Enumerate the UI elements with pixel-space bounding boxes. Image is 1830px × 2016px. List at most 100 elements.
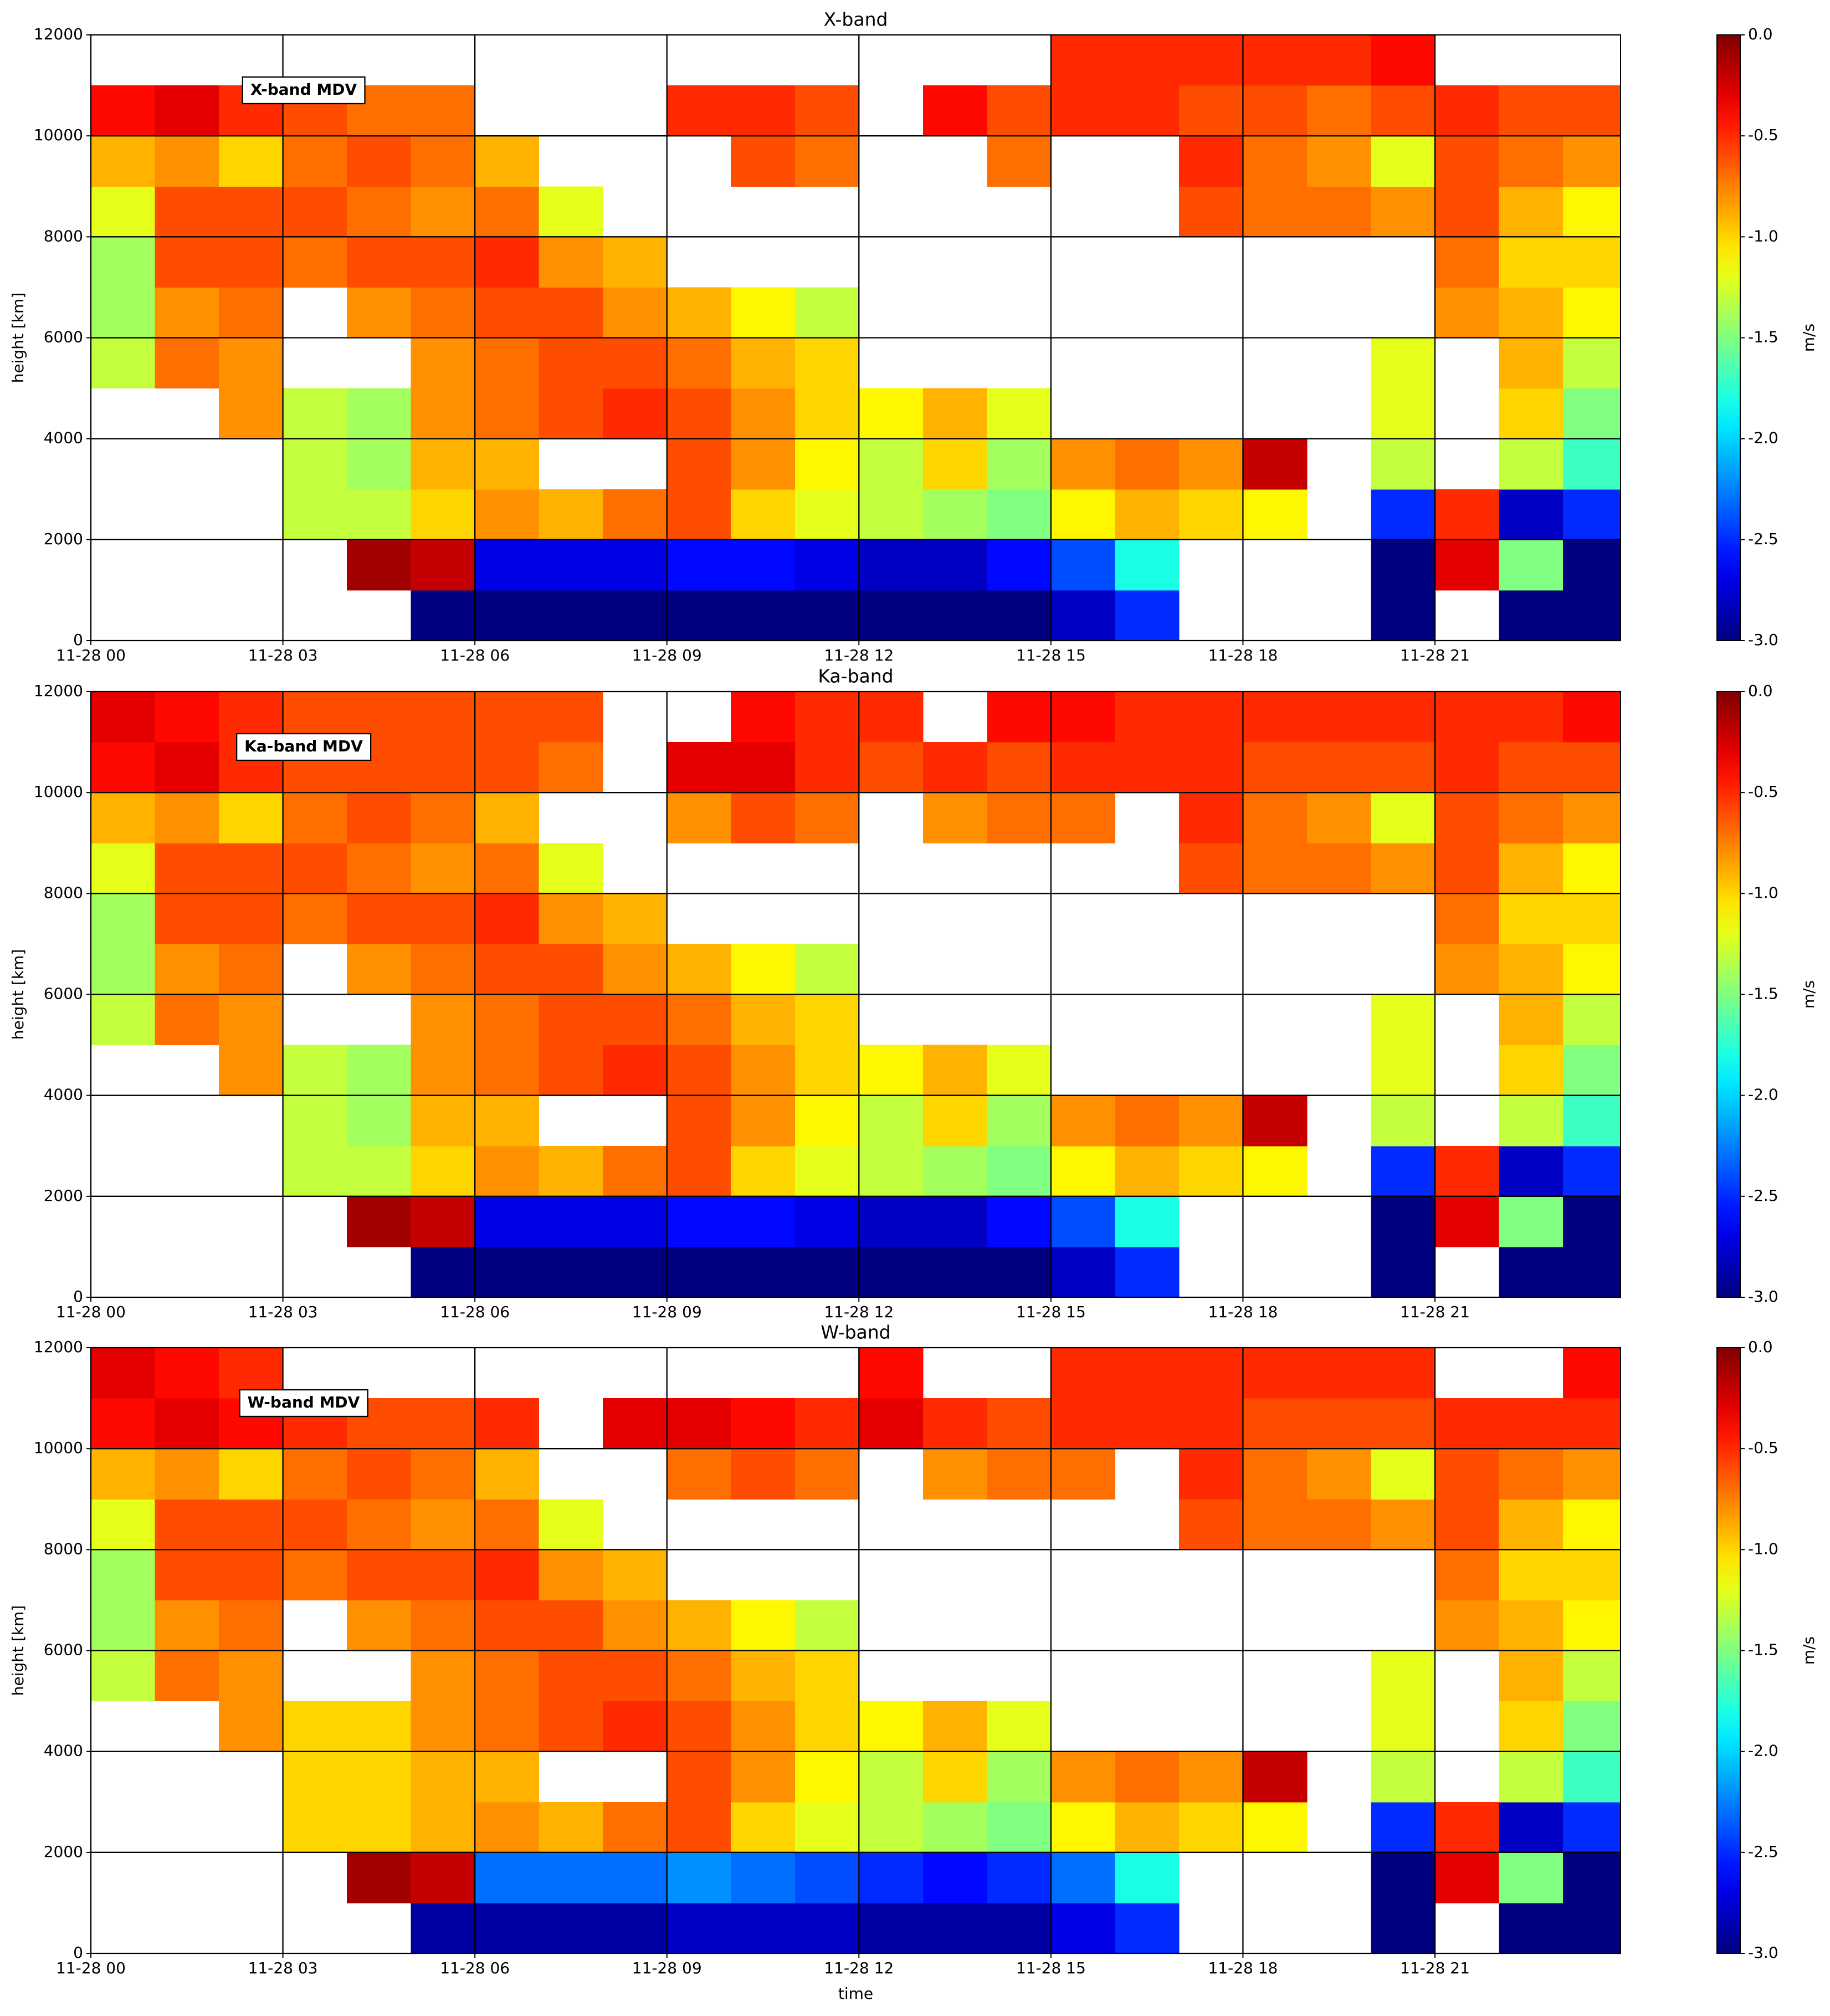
heatmap-cell	[922, 1701, 987, 1752]
heatmap-cell	[1243, 792, 1308, 843]
heatmap-cell	[91, 186, 156, 237]
heatmap-cell	[1563, 1348, 1621, 1399]
heatmap-cell	[1563, 944, 1621, 995]
heatmap-cell	[1371, 1398, 1436, 1449]
heatmap-cell	[1499, 287, 1564, 338]
heatmap-cell	[603, 1398, 668, 1449]
heatmap-cell	[1434, 489, 1500, 540]
heatmap-cell	[731, 136, 796, 187]
colorbar-tick-label: -3.0	[1748, 1943, 1778, 1962]
heatmap-cell	[794, 1902, 859, 1954]
heatmap-cell	[603, 539, 668, 591]
heatmap-cell	[475, 1145, 540, 1197]
heatmap-cell	[347, 843, 412, 894]
heatmap-cell	[1050, 1398, 1115, 1449]
heatmap-cell	[1243, 843, 1308, 894]
colorbar	[1716, 34, 1741, 641]
heatmap-cell	[1115, 1246, 1180, 1298]
heatmap-cell	[667, 792, 731, 843]
heatmap-cell	[475, 388, 540, 439]
y-tick-label: 10000	[34, 782, 83, 801]
colorbar-tick-label: -3.0	[1748, 631, 1778, 649]
heatmap-cell	[1115, 1902, 1180, 1954]
heatmap-cell	[1563, 85, 1621, 136]
heatmap-cell	[539, 388, 603, 439]
y-tick-label: 12000	[34, 25, 83, 43]
heatmap-cell	[1371, 1145, 1436, 1197]
heatmap-cell	[1306, 1348, 1371, 1399]
heatmap-cell	[667, 994, 731, 1046]
heatmap-cell	[794, 742, 859, 793]
heatmap-cell	[411, 692, 475, 743]
heatmap-cell	[1499, 1902, 1564, 1954]
heatmap-cell	[347, 186, 412, 237]
heatmap-cell	[1563, 843, 1621, 894]
heatmap-cell	[411, 1196, 475, 1247]
heatmap-cell	[1434, 85, 1500, 136]
heatmap-cell	[667, 1701, 731, 1752]
heatmap-cell	[859, 692, 924, 743]
heatmap-cell	[1115, 590, 1180, 641]
heatmap-cell	[1563, 1701, 1621, 1752]
heatmap-cell	[1050, 1852, 1115, 1904]
colorbar-tick-label: -1.0	[1748, 883, 1778, 902]
heatmap-cell	[1050, 742, 1115, 793]
heatmap-cell	[411, 1449, 475, 1500]
heatmap-cell	[347, 539, 412, 591]
x-tick-label: 11-28 12	[824, 1303, 894, 1321]
heatmap-cell	[794, 539, 859, 591]
heatmap-cell	[475, 186, 540, 237]
heatmap-cell	[1115, 1348, 1180, 1399]
heatmap-cell	[475, 1650, 540, 1702]
heatmap-cell	[219, 337, 284, 389]
heatmap-cell	[1178, 136, 1243, 187]
heatmap-cell	[1243, 1751, 1308, 1803]
heatmap-cell	[1563, 1499, 1621, 1550]
x-tick-label: 11-28 03	[248, 1959, 318, 1977]
heatmap-cell	[283, 843, 347, 894]
heatmap-cell	[219, 1701, 284, 1752]
heatmap-cell	[539, 944, 603, 995]
x-tick-label: 11-28 06	[440, 1303, 510, 1321]
heatmap-cell	[731, 337, 796, 389]
heatmap-cell	[1563, 994, 1621, 1046]
heatmap-cell	[603, 1549, 668, 1600]
heatmap-cell	[987, 136, 1052, 187]
heatmap-cell	[91, 287, 156, 338]
heatmap-cell	[1178, 742, 1243, 793]
heatmap-cell	[1371, 1045, 1436, 1096]
heatmap-cell	[1563, 287, 1621, 338]
heatmap-cell	[922, 1449, 987, 1500]
x-tick-label: 11-28 21	[1400, 1303, 1470, 1321]
heatmap-cell	[347, 1701, 412, 1752]
heatmap-cell	[922, 1802, 987, 1853]
y-tick-label: 4000	[44, 1086, 83, 1104]
chart-title: W-band	[821, 1322, 890, 1343]
x-tick-label: 11-28 12	[824, 646, 894, 664]
heatmap-cell	[1563, 438, 1621, 490]
colorbar-label: m/s	[1800, 324, 1818, 352]
heatmap-cell	[667, 438, 731, 490]
heatmap-cell	[987, 1802, 1052, 1853]
heatmap-cell	[731, 438, 796, 490]
heatmap-cell	[859, 1045, 924, 1096]
heatmap-cell	[1563, 692, 1621, 743]
x-tick-label: 11-28 06	[440, 646, 510, 664]
heatmap-cell	[1499, 843, 1564, 894]
heatmap-cell	[411, 1145, 475, 1197]
heatmap-cell	[794, 1650, 859, 1702]
heatmap-cell	[475, 944, 540, 995]
heatmap-cell	[731, 1701, 796, 1752]
colorbar-tick-label: -2.5	[1748, 1843, 1778, 1861]
heatmap-cell	[667, 287, 731, 338]
heatmap-cell	[859, 590, 924, 641]
x-tick-label: 11-28 18	[1208, 646, 1278, 664]
y-tick-label: 12000	[34, 682, 83, 700]
heatmap-cell	[1563, 1600, 1621, 1651]
heatmap-cell	[347, 1600, 412, 1651]
heatmap-cell	[1371, 388, 1436, 439]
heatmap-cell	[219, 237, 284, 288]
heatmap-cell	[475, 136, 540, 187]
heatmap-cell	[91, 692, 156, 743]
heatmap-cell	[1371, 1751, 1436, 1803]
